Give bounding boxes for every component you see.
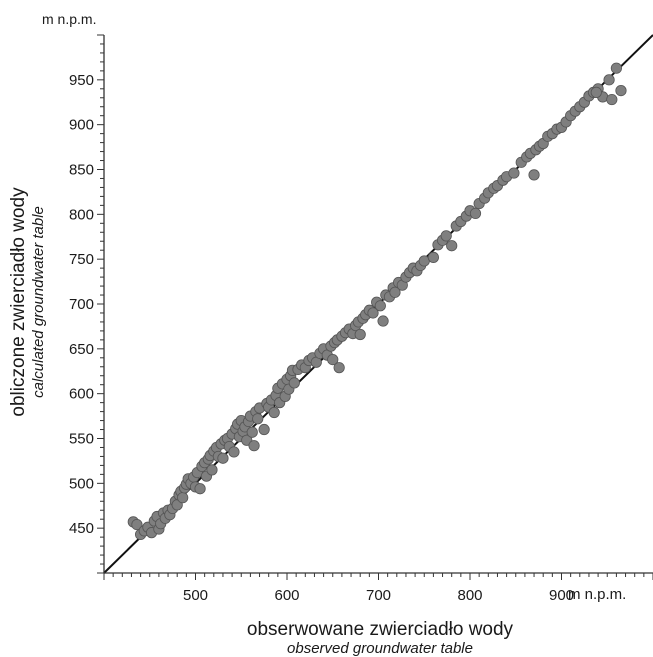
y-tick-label: 700: [69, 296, 94, 313]
y-tick-label: 500: [69, 475, 94, 492]
data-point: [374, 300, 386, 312]
x-tick-label: 800: [457, 587, 482, 604]
data-point: [288, 377, 300, 389]
data-point: [246, 426, 258, 438]
x-tick-labels: 500 600 700 800 900: [183, 587, 574, 604]
data-point: [508, 167, 520, 179]
data-point: [389, 286, 401, 298]
data-point: [377, 315, 389, 327]
y-tick-label: 600: [69, 386, 94, 403]
data-point: [354, 328, 366, 341]
data-point: [367, 307, 379, 319]
data-point: [268, 406, 280, 419]
data-point: [206, 464, 218, 476]
y-tick-label: 800: [69, 206, 94, 223]
y-tick-label: 850: [69, 162, 94, 179]
x-axis-unit: m n.p.m.: [568, 586, 626, 603]
x-tick-label: 500: [183, 587, 208, 604]
data-point: [177, 492, 189, 504]
x-tick-label: 600: [274, 587, 299, 604]
x-tick-label: 700: [366, 587, 391, 604]
data-point: [469, 207, 482, 220]
y-tick-label: 650: [69, 341, 94, 358]
data-point: [603, 74, 615, 86]
x-axis-title: obserwowane zwierciadło wody: [247, 619, 514, 640]
data-points: [127, 62, 627, 541]
data-point: [258, 423, 270, 436]
data-point: [248, 440, 260, 452]
y-tick-label: 550: [69, 431, 94, 448]
data-point: [327, 353, 339, 366]
y-tick-label: 950: [69, 72, 94, 89]
data-point: [131, 518, 143, 531]
data-point: [440, 230, 452, 242]
data-point: [590, 86, 602, 98]
data-point: [610, 62, 623, 74]
data-point: [606, 93, 618, 106]
data-point: [528, 169, 540, 181]
x-axis-subtitle: observed groundwater table: [287, 640, 473, 657]
data-point: [427, 251, 439, 263]
y-tick-label: 900: [69, 117, 94, 134]
data-point: [194, 483, 206, 495]
y-tick-labels: 450 500 550 600 650 700 750 800 850 900 950: [69, 72, 94, 537]
y-axis-title: obliczone zwierciadło wody: [8, 187, 29, 417]
y-axis-subtitle: calculated groundwater table: [30, 206, 47, 398]
data-point: [333, 362, 345, 374]
y-tick-label: 450: [69, 520, 94, 537]
tick-marks: [97, 34, 653, 580]
data-point: [228, 446, 240, 458]
data-point: [252, 413, 264, 425]
data-point: [615, 84, 627, 97]
y-tick-label: 750: [69, 251, 94, 268]
data-point: [217, 452, 229, 464]
x-tick-label: 900: [549, 587, 574, 604]
data-point: [446, 240, 458, 252]
y-axis-unit: m n.p.m.: [42, 11, 96, 27]
